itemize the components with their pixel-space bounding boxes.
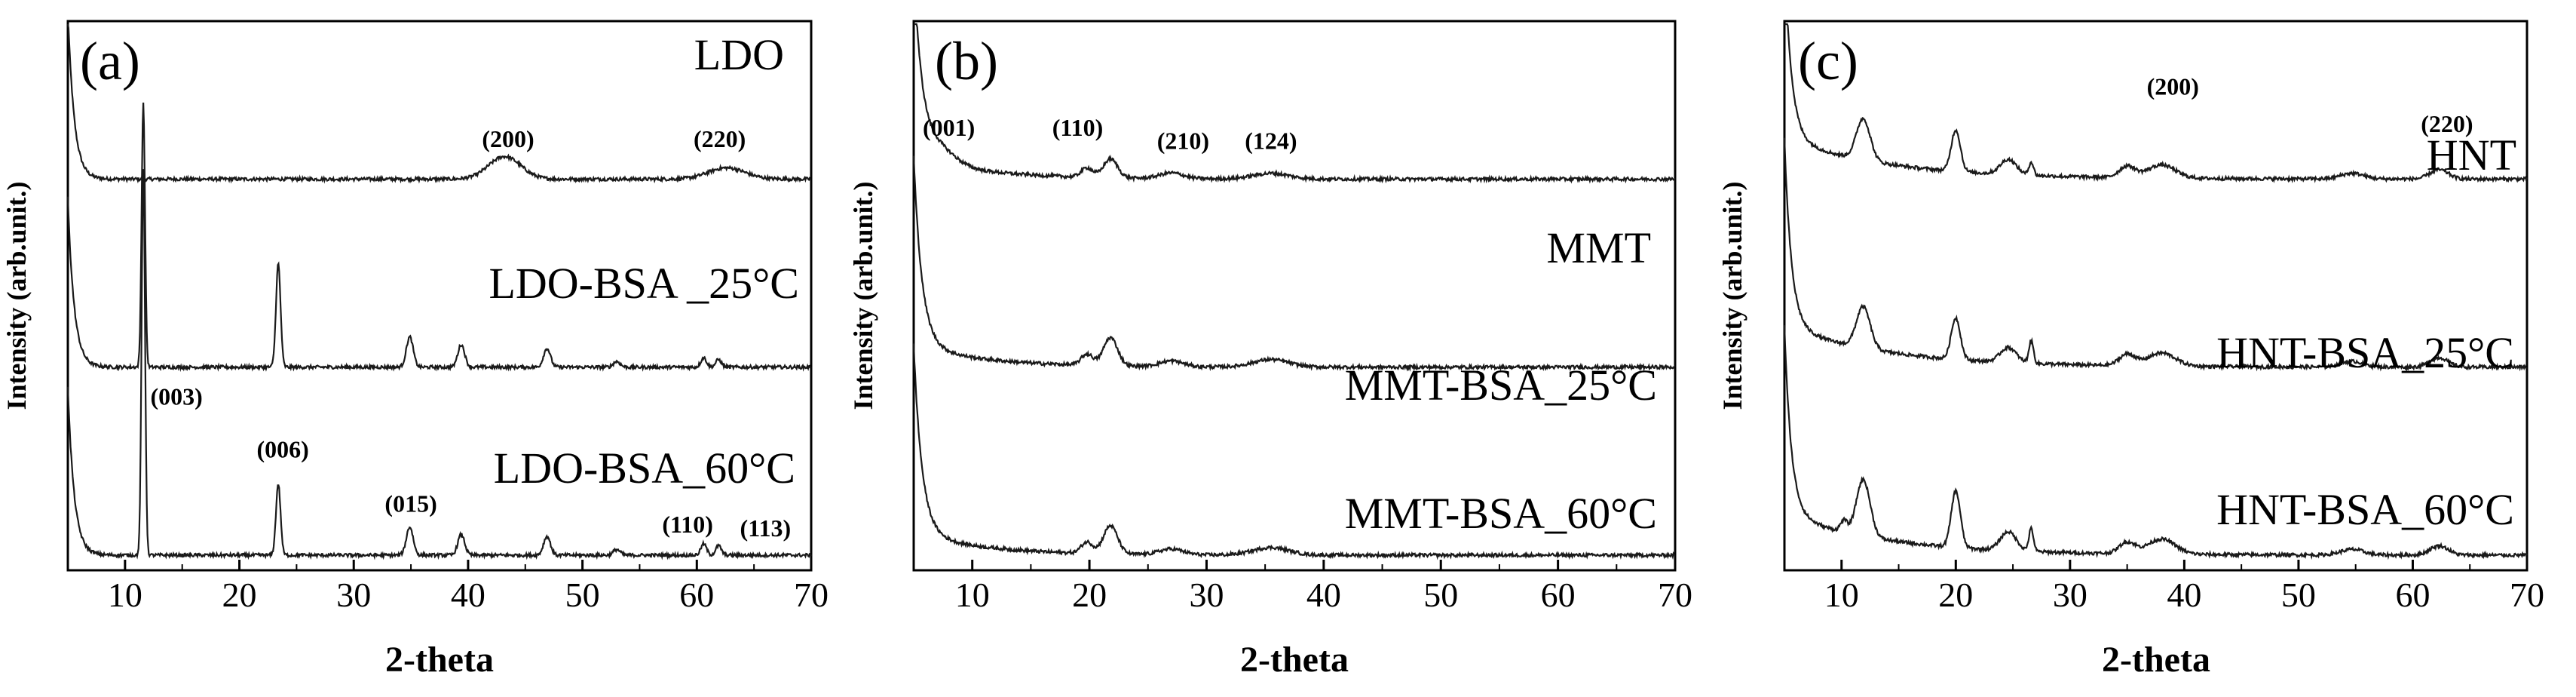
y-axis-label: Intensity (arb.unit.) (2, 181, 32, 410)
series-line-mmt-bsa-60-c (912, 343, 1676, 560)
x-tick-label: 50 (1423, 576, 1458, 614)
x-axis-label: 2-theta (2102, 640, 2210, 680)
x-tick-label: 40 (1306, 576, 1341, 614)
x-tick-label: 30 (336, 576, 371, 614)
x-tick-label: 70 (2510, 576, 2544, 614)
series-label: MMT (1546, 223, 1651, 272)
x-tick-label: 60 (679, 576, 714, 614)
x-tick-label: 20 (1938, 576, 1973, 614)
x-tick-label: 40 (2167, 576, 2201, 614)
x-tick-label: 70 (794, 576, 829, 614)
plot-frame (66, 20, 813, 572)
x-axis-label: 2-theta (385, 640, 494, 680)
series-line-hnt (1784, 23, 2528, 184)
series-label: LDO-BSA _25°C (489, 259, 799, 308)
xrd-panel-b: 10 20 30 40 50 60 70 2-theta Intensity (arb.unit… (848, 20, 1692, 680)
peak-annotation: (110) (1052, 114, 1104, 141)
x-axis-ticks: 10 20 30 40 50 60 70 (913, 560, 1692, 614)
peak-annotation: (110) (662, 511, 713, 538)
x-axis-ticks: 10 20 30 40 50 60 70 (67, 560, 829, 614)
series-line-ldo (66, 23, 812, 184)
peak-annotation: (006) (257, 435, 309, 462)
series-line-ldo-bsa-60-c (66, 169, 812, 560)
x-tick-label: 60 (1541, 576, 1576, 614)
series-label: LDO-BSA_60°C (494, 444, 795, 493)
series-label: HNT-BSA_60°C (2216, 485, 2514, 534)
peak-annotation: (200) (2147, 72, 2199, 100)
x-tick-label: 40 (451, 576, 485, 614)
x-tick-label: 10 (108, 576, 142, 614)
peak-annotation: (001) (923, 114, 975, 141)
x-tick-label: 10 (955, 576, 990, 614)
peak-annotation: (124) (1245, 127, 1297, 155)
peak-annotation: (003) (150, 383, 202, 410)
peak-annotation: (220) (2421, 110, 2473, 137)
series-label: LDO (694, 30, 784, 79)
plot-frame (912, 20, 1677, 572)
series-label: HNT (2427, 130, 2516, 180)
series-label: MMT-BSA_60°C (1345, 489, 1657, 538)
peak-annotation: (113) (740, 514, 792, 542)
series-line-mmt-bsa-25-c (912, 155, 1676, 372)
xrd-panel-c: 10 20 30 40 50 60 70 2-theta Intensity (arb.unit… (1717, 20, 2544, 680)
y-axis-label: Intensity (arb.unit.) (848, 181, 878, 410)
panel-label: (c) (1798, 31, 1858, 91)
peak-annotation: (220) (694, 125, 746, 152)
x-axis-ticks: 10 20 30 40 50 60 70 (1784, 560, 2544, 614)
x-tick-label: 60 (2395, 576, 2430, 614)
series-line-hnt-bsa-25-c (1783, 137, 2528, 372)
series-label: MMT-BSA_25°C (1345, 361, 1657, 410)
x-tick-label: 30 (2053, 576, 2087, 614)
x-tick-label: 50 (565, 576, 600, 614)
plot-frame (1783, 20, 2529, 572)
x-axis-label: 2-theta (1240, 640, 1349, 680)
x-tick-label: 30 (1189, 576, 1224, 614)
series-line-hnt-bsa-60-c (1783, 325, 2528, 560)
x-tick-label: 20 (1072, 576, 1107, 614)
series-line-ldo-bsa-25-c (66, 102, 812, 373)
peak-annotation: (200) (482, 125, 534, 152)
series-label: HNT-BSA_25°C (2216, 328, 2514, 377)
x-tick-label: 10 (1824, 576, 1859, 614)
panel-label: (a) (80, 31, 140, 91)
series-line-mmt (914, 23, 1676, 184)
peak-annotation: (015) (384, 490, 436, 517)
x-tick-label: 20 (222, 576, 257, 614)
peak-annotation: (210) (1157, 127, 1209, 155)
x-tick-label: 50 (2281, 576, 2316, 614)
x-tick-label: 70 (1658, 576, 1692, 614)
xrd-panel-a: 10 20 30 40 50 60 70 2-theta Intensity (arb.unit… (2, 20, 829, 680)
panel-label: (b) (935, 31, 998, 91)
y-axis-label: Intensity (arb.unit.) (1717, 181, 1747, 410)
